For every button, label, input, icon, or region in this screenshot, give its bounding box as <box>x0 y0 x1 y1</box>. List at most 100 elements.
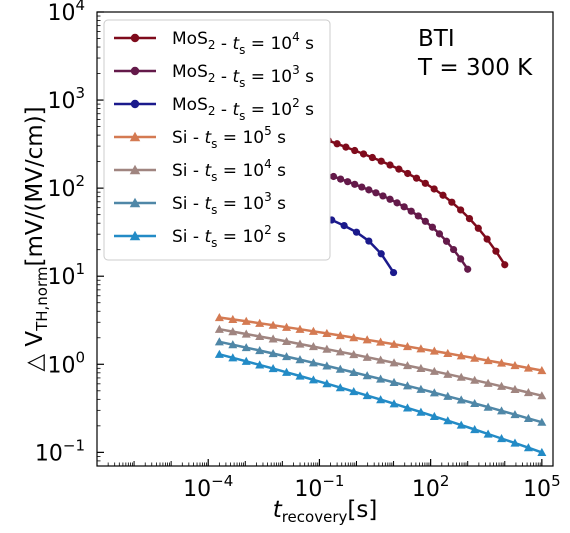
data-point <box>523 363 533 372</box>
data-point <box>282 352 292 361</box>
series-5 <box>214 337 547 426</box>
data-point <box>129 164 141 175</box>
data-point <box>228 353 238 362</box>
data-point <box>255 318 265 327</box>
data-point <box>362 335 372 344</box>
data-point <box>430 185 438 193</box>
data-point <box>129 131 141 142</box>
data-point <box>470 375 480 384</box>
annotation-temperature: T = 300 K <box>417 55 533 81</box>
y-tick-label: 100 <box>47 348 85 378</box>
annotation-bti: BTI <box>418 26 455 52</box>
data-point <box>362 352 372 361</box>
data-point <box>483 378 493 387</box>
data-point <box>335 347 345 356</box>
data-point <box>416 363 426 373</box>
legend-item: Si - ts = 102 s <box>114 223 286 250</box>
data-point <box>352 228 361 236</box>
data-point <box>368 153 376 162</box>
data-point <box>389 268 398 277</box>
data-point <box>474 224 482 232</box>
legend-item: MoS2 - ts = 104 s <box>114 29 314 57</box>
data-point <box>379 192 387 200</box>
data-point <box>510 410 520 419</box>
data-point <box>335 364 345 373</box>
data-point <box>322 328 332 337</box>
data-point <box>421 179 429 187</box>
data-point <box>129 197 141 208</box>
data-point <box>130 33 140 43</box>
data-point <box>308 358 318 367</box>
data-point <box>537 447 547 456</box>
data-point <box>449 245 458 254</box>
data-point <box>414 212 422 220</box>
data-point <box>501 261 509 269</box>
legend-label: Si - ts = 103 s <box>172 190 286 217</box>
data-point <box>322 344 332 353</box>
data-point <box>470 353 480 362</box>
x-tick-label: 10−1 <box>294 472 344 502</box>
data-point <box>255 360 265 369</box>
data-point <box>282 336 292 346</box>
data-point <box>537 366 547 375</box>
data-point <box>470 398 480 408</box>
data-point <box>322 361 332 370</box>
data-point <box>329 172 338 181</box>
data-point <box>492 247 500 255</box>
data-point <box>344 178 352 186</box>
data-point <box>228 314 238 323</box>
data-point <box>214 349 224 358</box>
data-point <box>351 180 359 188</box>
data-point <box>407 207 415 215</box>
data-point <box>268 320 278 329</box>
data-point <box>335 383 345 392</box>
data-point <box>349 333 359 342</box>
data-point <box>333 140 341 148</box>
data-point <box>228 340 238 349</box>
data-point <box>393 199 401 207</box>
data-point <box>308 342 318 351</box>
data-point <box>442 237 451 245</box>
data-point <box>497 381 507 390</box>
data-point <box>308 375 318 384</box>
data-point <box>402 341 412 351</box>
data-point <box>470 424 480 434</box>
data-point <box>358 183 366 191</box>
x-tick-label: 10−4 <box>183 472 233 502</box>
data-point <box>386 195 394 203</box>
data-point <box>537 391 547 400</box>
data-point <box>308 326 318 335</box>
legend-label: Si - ts = 105 s <box>172 124 286 151</box>
data-point <box>395 165 403 173</box>
data-point <box>359 150 368 158</box>
data-point <box>376 374 386 383</box>
data-point <box>402 403 412 412</box>
data-point <box>255 331 265 341</box>
legend-label: MoS2 - ts = 102 s <box>172 95 314 123</box>
x-axis-title: trecovery[s] <box>273 497 378 526</box>
data-point <box>389 399 399 408</box>
legend-item: Si - ts = 104 s <box>114 157 286 184</box>
data-point <box>412 174 421 182</box>
data-point <box>255 346 265 355</box>
data-point <box>428 223 436 231</box>
data-point <box>389 377 399 386</box>
data-point <box>377 157 385 165</box>
data-point <box>295 371 305 380</box>
data-point <box>404 169 412 178</box>
data-point <box>214 312 224 322</box>
legend-box <box>103 19 331 261</box>
data-point <box>241 329 251 338</box>
y-tick-label: 10−1 <box>35 436 85 466</box>
y-tick-label: 102 <box>47 172 85 202</box>
legend-label: MoS2 - ts = 104 s <box>172 29 314 57</box>
data-point <box>537 417 547 426</box>
data-point <box>448 198 456 206</box>
data-point <box>376 395 386 404</box>
data-point <box>372 189 380 197</box>
data-point <box>130 66 140 76</box>
data-point <box>214 324 224 333</box>
y-axis-title: △ VTH,norm[mV/(MV/cm)] <box>22 106 51 371</box>
data-point <box>523 388 533 397</box>
data-point <box>268 364 278 373</box>
